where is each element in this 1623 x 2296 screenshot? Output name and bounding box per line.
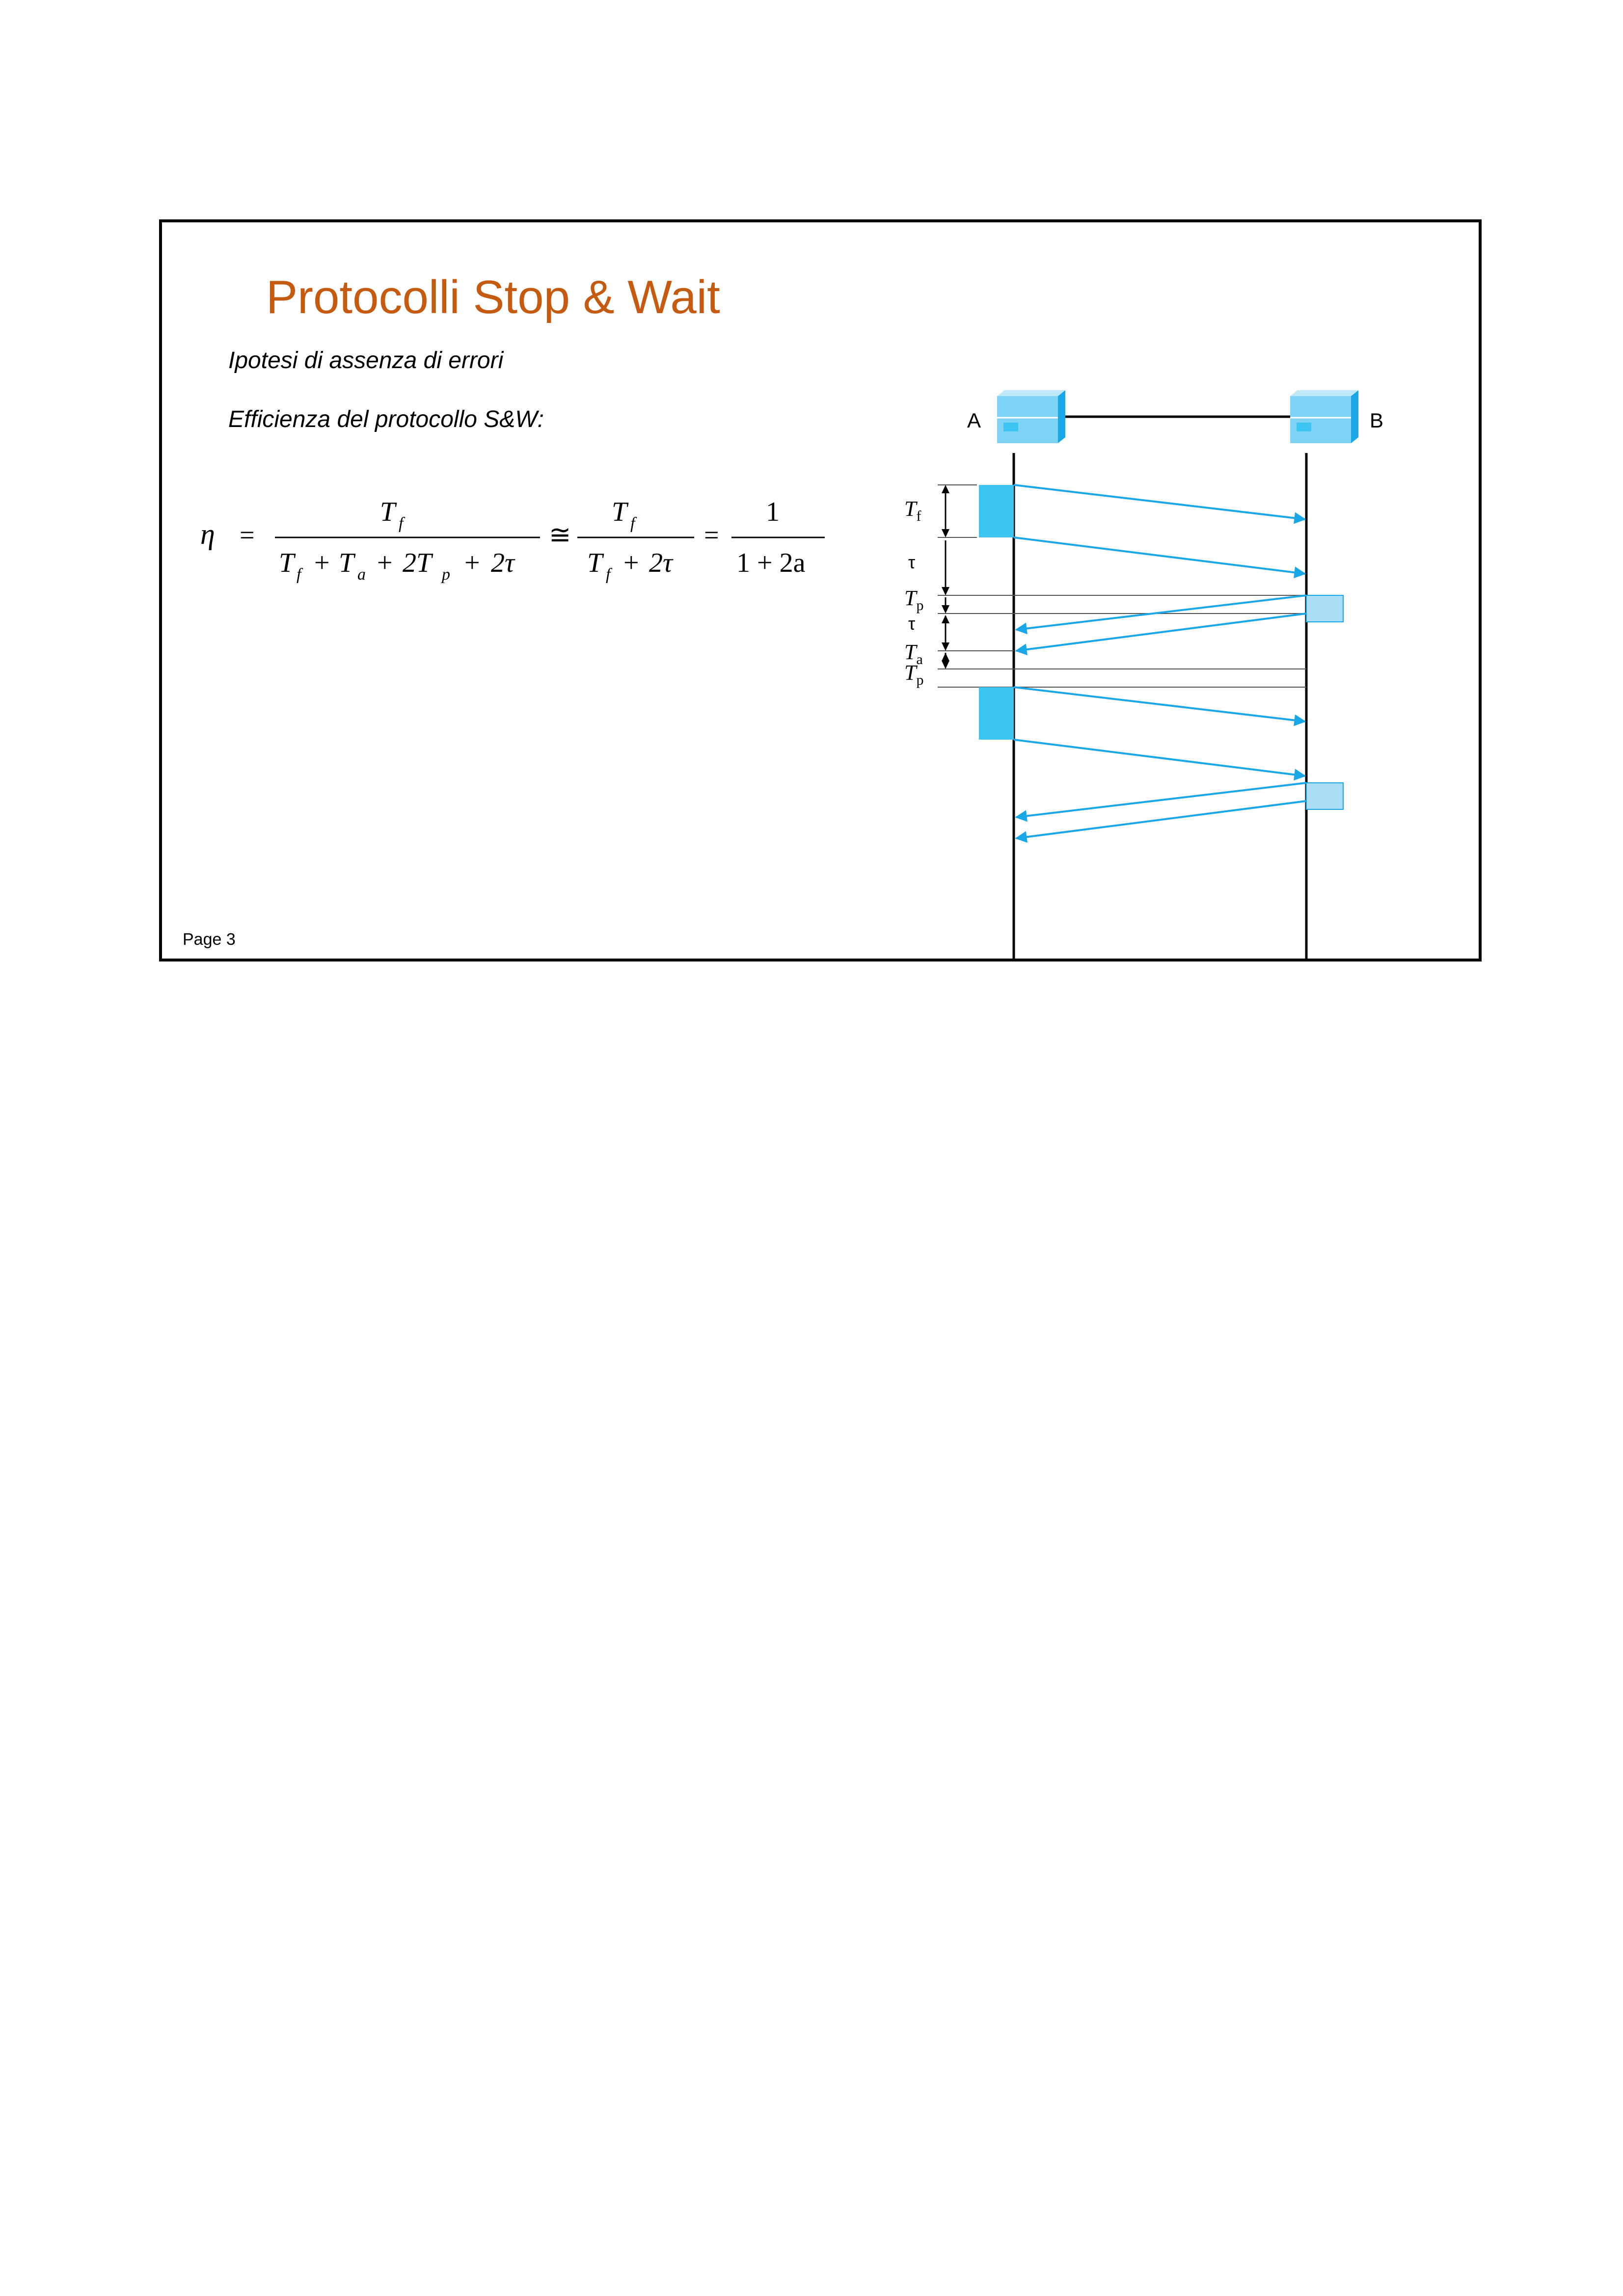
ack-1-end-arrow: [1015, 613, 1307, 656]
label-tp-2: Tp: [904, 661, 923, 688]
slide: Protocolli Stop & Wait Ipotesi di assenz…: [159, 219, 1482, 961]
station-b-icon: [1290, 390, 1358, 443]
label-tau-1: τ: [908, 552, 915, 572]
denominator-2: T f + 2τ: [587, 548, 674, 586]
label-ta: Ta: [904, 640, 923, 667]
efficiency-label: Efficienza del protocollo S&W:: [228, 406, 544, 432]
denominator-1: T f + T a + 2T p + 2τ: [279, 548, 515, 586]
eta-symbol: η: [200, 518, 215, 550]
efficiency-formula: η = T f T f + T a + 2T p + 2τ ≅ T f T f …: [200, 497, 825, 586]
ack-1-start-arrow: [1015, 594, 1307, 635]
timing-diagram: A B: [904, 390, 1383, 959]
dimension-markers: [942, 485, 949, 669]
label-tf: Tf: [904, 497, 921, 524]
ack-block-2: [1306, 782, 1344, 810]
station-a-label: A: [967, 409, 981, 432]
ack-2-start-arrow: [1015, 782, 1307, 822]
denominator-3: 1 + 2a: [736, 548, 806, 578]
frame-2-start-arrow: [1013, 686, 1306, 726]
label-tau-2: τ: [908, 614, 915, 634]
hypothesis-text: Ipotesi di assenza di errori: [228, 347, 504, 374]
equals-sign: =: [240, 520, 254, 550]
label-tp-1: Tp: [904, 586, 923, 614]
station-a-icon: [997, 390, 1065, 443]
numerator-t: T: [380, 497, 397, 527]
frame-2-end-arrow: [1013, 739, 1306, 781]
numerator2-sub-f: f: [630, 514, 637, 533]
frame-1-start-arrow: [1013, 484, 1306, 524]
numerator2-t: T: [612, 497, 629, 527]
numerator-sub-f: f: [399, 514, 406, 533]
frame-block-2: [979, 687, 1014, 740]
approx-sign: ≅: [549, 520, 571, 550]
numerator3: 1: [766, 497, 780, 527]
ack-block-1: [1306, 595, 1344, 622]
frame-1-end-arrow: [1013, 536, 1306, 579]
frame-block-1: [979, 485, 1014, 537]
equals-sign-2: =: [704, 520, 719, 550]
ack-2-end-arrow: [1015, 800, 1307, 843]
station-b-label: B: [1370, 409, 1383, 432]
slide-title: Protocolli Stop & Wait: [266, 271, 720, 323]
page-number: Page 3: [183, 930, 236, 949]
